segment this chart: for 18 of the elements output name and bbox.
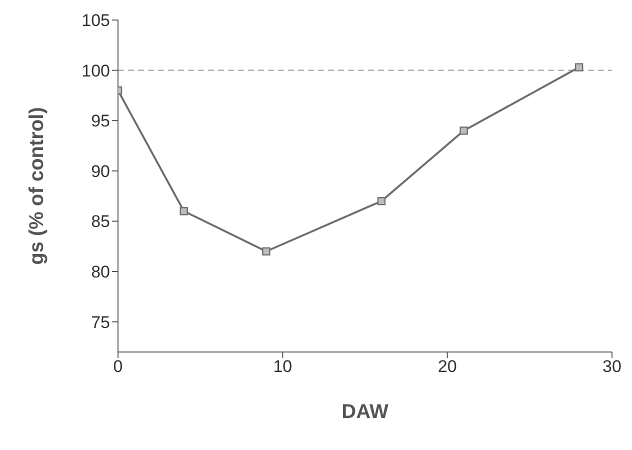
y-tick-label: 90 bbox=[91, 162, 110, 181]
y-axis-title: gs (% of control) bbox=[26, 107, 48, 265]
y-tick-label: 80 bbox=[91, 262, 110, 282]
y-tick-label: 85 bbox=[91, 212, 110, 232]
x-tick-label: 30 bbox=[602, 357, 622, 376]
y-tick-label: 95 bbox=[91, 112, 110, 131]
point bbox=[460, 126, 468, 135]
y-tick-label: 75 bbox=[91, 312, 110, 332]
x-tick-label: 0 bbox=[113, 357, 123, 376]
x-tick-label: 10 bbox=[273, 357, 292, 376]
point bbox=[377, 196, 386, 206]
y-tick-label: 105 bbox=[82, 11, 110, 30]
point bbox=[574, 63, 584, 72]
point bbox=[180, 207, 188, 216]
y-tick-label: 100 bbox=[82, 61, 110, 80]
x-axis-title: DAW bbox=[342, 401, 388, 423]
point bbox=[262, 247, 270, 256]
x-tick-label: 20 bbox=[438, 357, 457, 376]
